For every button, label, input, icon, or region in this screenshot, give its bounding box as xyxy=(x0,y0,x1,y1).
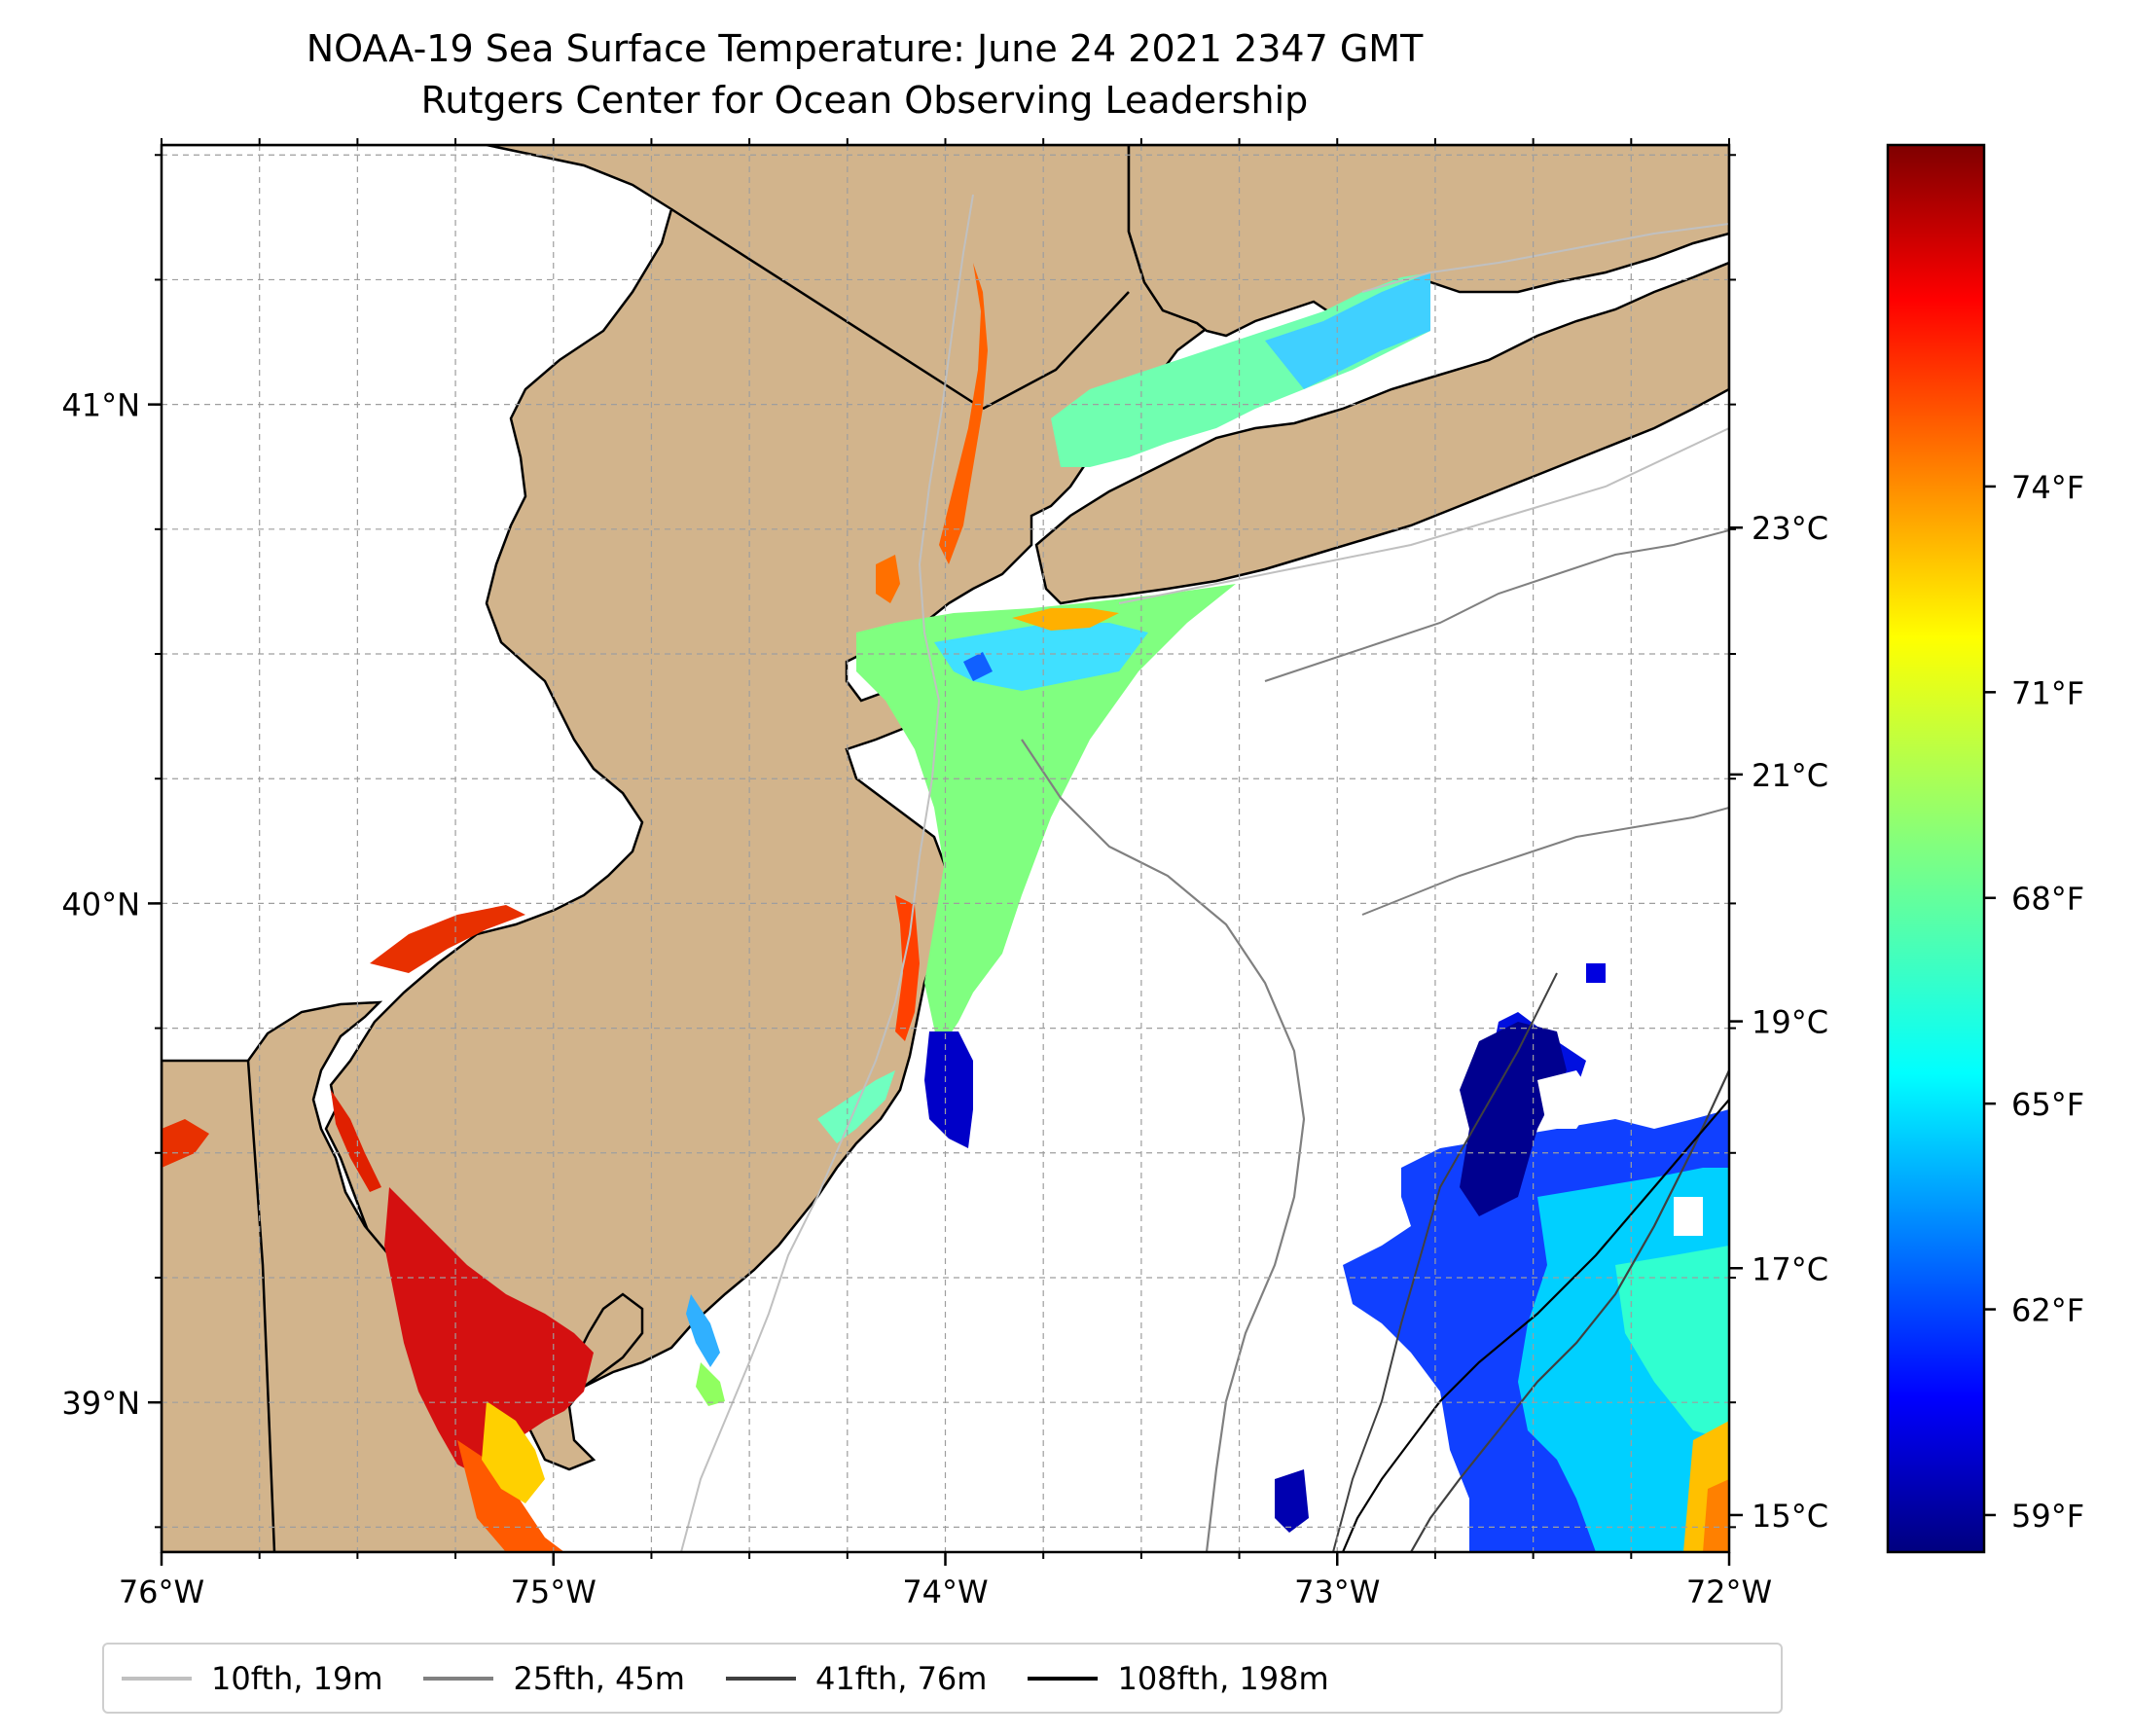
legend-label: 108fth, 198m xyxy=(1117,1659,1329,1697)
legend-line-swatch xyxy=(423,1676,494,1681)
legend-label: 10fth, 19m xyxy=(211,1659,383,1697)
state-boundaries xyxy=(246,207,1130,1552)
colorbar-f-label: 68°F xyxy=(2011,881,2084,918)
longitude-tick-label: 72°W xyxy=(1686,1573,1772,1610)
colorbar-f-label: 71°F xyxy=(2011,674,2084,711)
latitude-tick-label: 40°N xyxy=(61,886,140,922)
land-long-island xyxy=(1034,261,1729,605)
colorbar-c-label: 15°C xyxy=(1752,1498,1828,1535)
colorbar-c-label: 23°C xyxy=(1752,510,1828,547)
map-title: NOAA-19 Sea Surface Temperature: June 24… xyxy=(306,27,1424,70)
latitude-tick-label: 41°N xyxy=(61,387,140,424)
legend-item: 108fth, 198m xyxy=(1028,1659,1329,1697)
legend-line-swatch xyxy=(725,1676,796,1681)
colorbar-c-label: 17°C xyxy=(1752,1250,1828,1287)
longitude-tick-label: 73°W xyxy=(1294,1573,1380,1610)
legend-line-swatch xyxy=(122,1676,192,1681)
colorbar xyxy=(1886,143,1986,1554)
map-axis-ticks: 76°W 75°W 74°W 73°W 72°W 41°N 40°N 39°N xyxy=(61,138,1772,1610)
colorbar-f-label: 65°F xyxy=(2011,1086,2084,1123)
legend-label: 41fth, 76m xyxy=(814,1659,988,1697)
sst-raster xyxy=(162,263,1729,1552)
longitude-tick-label: 74°W xyxy=(902,1573,988,1610)
bathymetry-contours xyxy=(680,194,1729,1552)
colorbar-f-label: 62°F xyxy=(2011,1292,2084,1329)
colorbar-f-label: 74°F xyxy=(2011,469,2084,506)
legend-item: 10fth, 19m xyxy=(122,1660,382,1697)
map-subtitle: Rutgers Center for Ocean Observing Leade… xyxy=(420,79,1309,122)
colorbar-c-label: 21°C xyxy=(1752,757,1828,794)
colorbar-ticks: 59°F 62°F 65°F 68°F 71°F 74°F 15°C 17°C 19°C 21°C… xyxy=(1729,469,2084,1535)
legend-label: 25fth, 45m xyxy=(513,1659,685,1697)
legend-item: 41fth, 76m xyxy=(725,1659,988,1697)
gridlines xyxy=(162,145,1729,1552)
legend-line-swatch xyxy=(1028,1676,1099,1681)
legend-item: 25fth, 45m xyxy=(423,1659,685,1697)
longitude-tick-label: 76°W xyxy=(119,1573,204,1610)
colorbar-c-label: 19°C xyxy=(1752,1004,1828,1041)
longitude-tick-label: 75°W xyxy=(511,1573,596,1610)
bathymetry-legend: 10fth, 19m 25fth, 45m 41fth, 76m 108fth,… xyxy=(102,1643,1783,1714)
colorbar-f-label: 59°F xyxy=(2011,1498,2084,1535)
latitude-tick-label: 39°N xyxy=(61,1385,140,1422)
